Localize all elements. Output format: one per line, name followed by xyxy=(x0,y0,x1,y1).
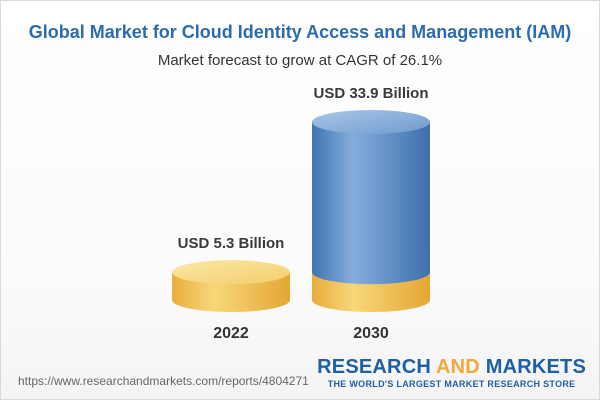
data-label-2022: USD 5.3 Billion xyxy=(178,235,285,252)
brand-name-part2: AND xyxy=(436,356,480,378)
brand-logo: RESEARCH AND MARKETS THE WORLD'S LARGEST… xyxy=(317,356,586,389)
bar-2022-top xyxy=(172,260,290,285)
chart-title: Global Market for Cloud Identity Access … xyxy=(28,22,572,42)
bar-2030-growth xyxy=(312,122,430,285)
brand-name: RESEARCH AND MARKETS xyxy=(317,356,586,378)
chart-subtitle: Market forecast to grow at CAGR of 26.1% xyxy=(157,52,443,69)
x-tick-label-2030: 2030 xyxy=(353,325,389,342)
data-label-2030: USD 33.9 Billion xyxy=(313,85,428,102)
brand-name-part3: MARKETS xyxy=(479,356,586,378)
brand-tagline: THE WORLD'S LARGEST MARKET RESEARCH STOR… xyxy=(327,379,576,389)
source-url: https://www.researchandmarkets.com/repor… xyxy=(18,374,309,388)
bar-2030-top xyxy=(312,110,430,134)
brand-name-part1: RESEARCH xyxy=(317,356,437,378)
x-tick-label-2022: 2022 xyxy=(213,325,249,342)
